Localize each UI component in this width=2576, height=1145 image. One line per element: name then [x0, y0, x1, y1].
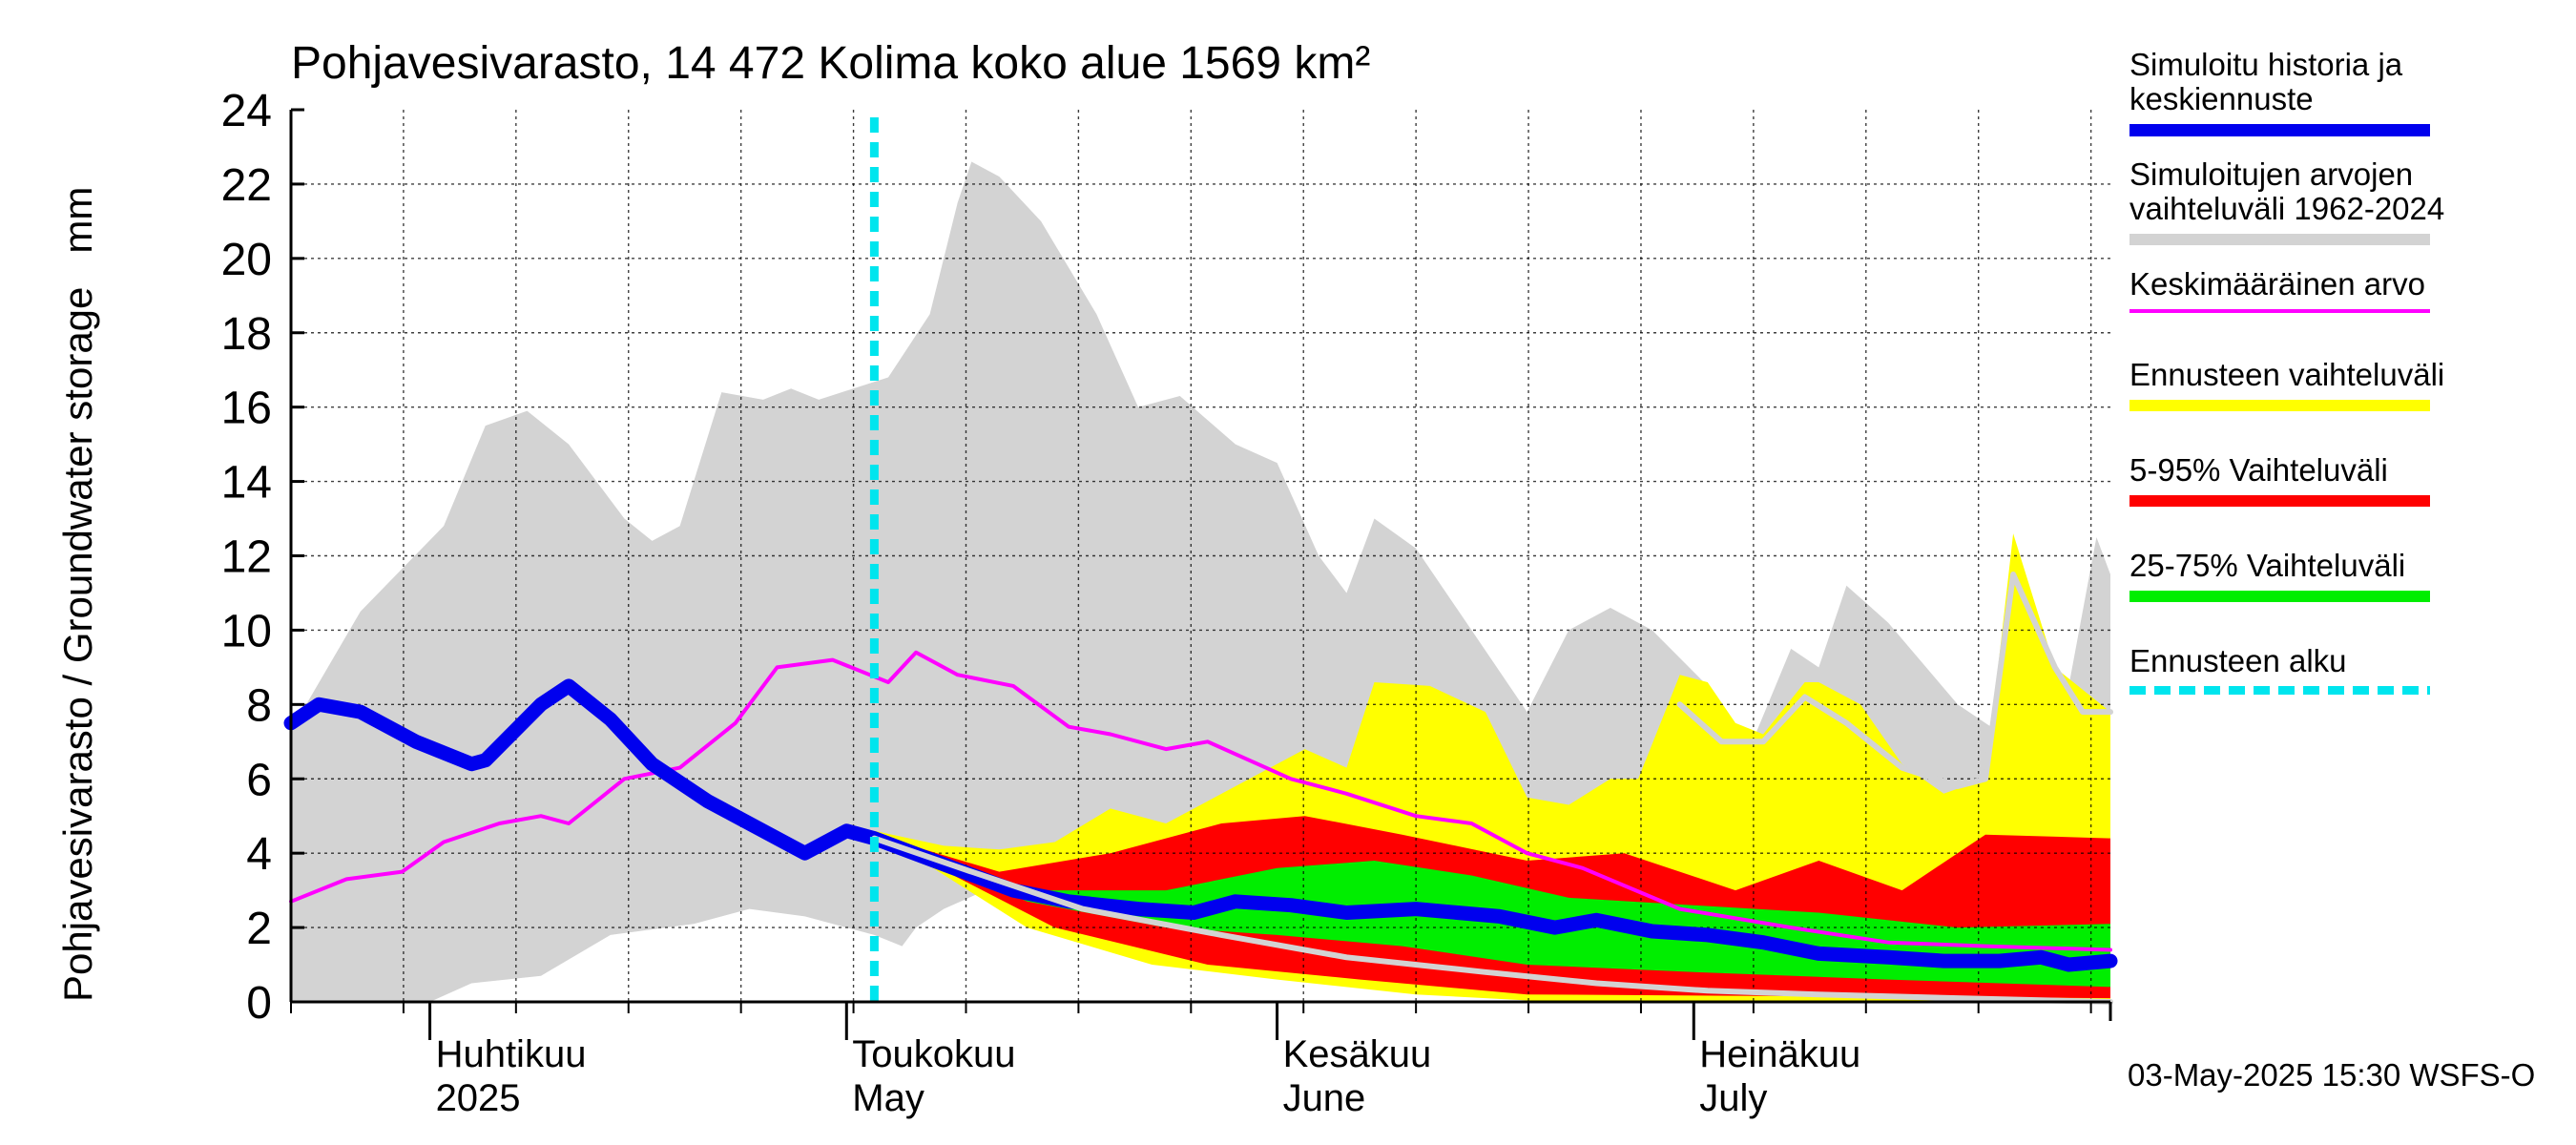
y-tick-label: 24 [221, 86, 272, 136]
timestamp-footer: 03-May-2025 15:30 WSFS-O [2128, 1057, 2536, 1093]
legend-swatch [2129, 591, 2430, 602]
y-tick-label: 8 [246, 680, 272, 731]
series-line-1 [283, 678, 2118, 972]
y-tick-label: 2 [246, 904, 272, 954]
y-tick-label: 14 [221, 458, 272, 509]
legend-item: Ennusteen vaihteluväli [2129, 357, 2540, 411]
legend-item: Ennusteen alku [2129, 643, 2540, 695]
legend-item: 25-75% Vaihteluväli [2129, 548, 2540, 602]
chart-title: Pohjavesivarasto, 14 472 Kolima koko alu… [291, 38, 1370, 89]
y-tick-label: 12 [221, 532, 272, 583]
legend-label: Keskimääräinen arvo [2129, 266, 2425, 302]
legend-label: Simuloitujen arvojen vaihteluväli 1962-2… [2129, 156, 2445, 226]
y-tick-label: 20 [221, 235, 272, 285]
y-tick-label: 6 [246, 755, 272, 805]
y-tick-label: 0 [246, 978, 272, 1029]
series-line-3 [1676, 572, 2113, 789]
legend-swatch [2129, 686, 2430, 695]
month-label-en: 2025 [436, 1077, 521, 1119]
y-tick-label: 18 [221, 309, 272, 360]
legend-label: 25-75% Vaihteluväli [2129, 548, 2406, 583]
month-label-fi: Heinäkuu [1699, 1033, 1860, 1075]
legend-label: Ennusteen alku [2129, 643, 2347, 678]
month-label-en: May [852, 1077, 924, 1119]
month-label-fi: Kesäkuu [1283, 1033, 1432, 1075]
chart-lines [283, 117, 2118, 1005]
legend-item: Simuloitujen arvojen vaihteluväli 1962-2… [2129, 156, 2540, 245]
month-label-en: June [1283, 1077, 1366, 1119]
month-label-fi: Huhtikuu [436, 1033, 587, 1075]
legend-label: Ennusteen vaihteluväli [2129, 357, 2445, 392]
chart-axes: 024681012141618202224Huhtikuu2025Toukoku… [221, 86, 2112, 1119]
legend-item: Simuloitu historia ja keskiennuste [2129, 47, 2540, 136]
chart-bands [291, 161, 2110, 1002]
month-label-fi: Toukokuu [852, 1033, 1015, 1075]
legend-swatch [2129, 234, 2430, 245]
legend-item: 5-95% Vaihteluväli [2129, 452, 2540, 507]
y-tick-label: 22 [221, 160, 272, 211]
legend-swatch [2129, 400, 2430, 411]
y-tick-label: 10 [221, 606, 272, 656]
y-tick-label: 16 [221, 384, 272, 434]
y-tick-label: 4 [246, 829, 272, 880]
legend-swatch [2129, 124, 2430, 136]
y-axis-label: Pohjavesivarasto / Groundwater storage m… [55, 187, 100, 1002]
legend-swatch [2129, 495, 2430, 507]
legend-swatch [2129, 309, 2430, 313]
legend-item: Keskimääräinen arvo [2129, 266, 2540, 313]
legend-label: 5-95% Vaihteluväli [2129, 452, 2388, 488]
legend-label: Simuloitu historia ja keskiennuste [2129, 47, 2403, 116]
series-line-2 [871, 835, 2113, 1005]
month-label-en: July [1699, 1077, 1767, 1119]
series-line-0 [289, 650, 2112, 952]
